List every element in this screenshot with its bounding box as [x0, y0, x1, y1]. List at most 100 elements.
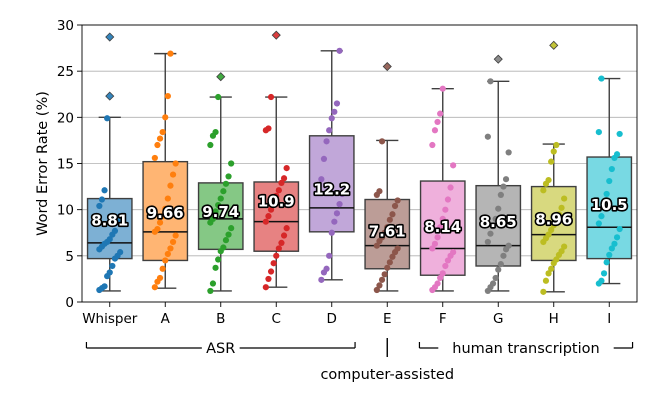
- data-point: [550, 222, 557, 229]
- data-point: [162, 205, 169, 212]
- x-tick-label: H: [549, 311, 559, 327]
- data-point: [267, 93, 275, 101]
- data-point: [172, 232, 179, 239]
- data-point: [151, 154, 158, 162]
- data-point: [109, 262, 116, 270]
- data-point: [265, 213, 272, 220]
- data-point: [267, 206, 275, 213]
- group-brackets: ASR computer-assisted human transcription: [85, 338, 634, 383]
- data-point: [154, 225, 161, 233]
- outlier-marker: [105, 91, 115, 101]
- data-point: [598, 277, 605, 284]
- data-point: [598, 213, 605, 220]
- mean-label: 9.66: [147, 204, 184, 222]
- data-point: [215, 256, 222, 263]
- data-point: [265, 125, 272, 132]
- data-point: [212, 208, 219, 215]
- data-point: [598, 75, 605, 82]
- data-point: [386, 259, 393, 266]
- mean-label: 9.74: [202, 203, 239, 221]
- mean-label: 8.65: [480, 213, 517, 231]
- data-point: [484, 133, 491, 140]
- x-axis: Whisper A B C D E F G H I: [82, 302, 611, 327]
- data-point: [606, 251, 613, 259]
- x-tick-label: G: [493, 311, 503, 327]
- data-point: [378, 138, 386, 145]
- box-H: [530, 185, 577, 262]
- data-point: [323, 138, 330, 145]
- data-point: [431, 240, 439, 247]
- data-point: [444, 196, 452, 203]
- data-point: [434, 234, 441, 241]
- data-point: [333, 100, 341, 107]
- data-point: [450, 249, 457, 256]
- data-point: [613, 151, 621, 158]
- data-point: [394, 197, 401, 204]
- mean-label: 12.2: [313, 180, 350, 198]
- data-point: [384, 224, 391, 231]
- data-point: [156, 135, 164, 142]
- data-point: [373, 286, 380, 294]
- data-point: [606, 177, 613, 185]
- outlier-marker: [216, 72, 226, 82]
- data-point: [117, 213, 124, 220]
- data-point: [96, 202, 103, 210]
- data-point: [318, 276, 325, 283]
- data-point: [548, 226, 555, 234]
- outlier-marker: [271, 30, 281, 40]
- data-point: [270, 199, 277, 206]
- y-tick-label: 25: [57, 64, 74, 80]
- box-I: [586, 156, 633, 260]
- data-point: [442, 262, 449, 270]
- data-point: [600, 270, 608, 277]
- box-G: [475, 184, 522, 267]
- data-point: [225, 231, 232, 238]
- data-point: [111, 227, 119, 235]
- data-point: [558, 248, 565, 255]
- data-point: [442, 206, 449, 213]
- data-point: [489, 280, 497, 287]
- data-point: [336, 201, 343, 208]
- data-point: [613, 234, 621, 241]
- data-point: [545, 270, 552, 277]
- data-point: [394, 245, 401, 252]
- data-point: [167, 182, 174, 189]
- group-label: ASR: [206, 341, 235, 357]
- data-point: [373, 242, 380, 249]
- data-point: [500, 252, 507, 259]
- data-point: [159, 213, 166, 220]
- data-points: [96, 47, 623, 295]
- data-point: [439, 270, 446, 277]
- data-point: [447, 184, 454, 191]
- data-point: [384, 264, 391, 271]
- mean-label: 10.9: [258, 192, 295, 210]
- group-label: computer-assisted: [320, 367, 454, 383]
- data-point: [328, 229, 335, 236]
- data-point: [217, 195, 224, 202]
- data-point: [106, 236, 113, 243]
- data-point: [495, 205, 502, 212]
- data-point: [437, 274, 444, 282]
- data-point: [600, 204, 608, 211]
- data-point: [215, 93, 222, 101]
- x-tick-label: A: [161, 311, 171, 327]
- data-point: [553, 256, 560, 263]
- data-point: [434, 280, 441, 287]
- data-point: [273, 252, 280, 259]
- data-point: [611, 240, 618, 247]
- data-point: [487, 230, 494, 237]
- data-point: [164, 250, 171, 258]
- data-point: [207, 287, 214, 295]
- mean-label: 8.96: [535, 210, 572, 228]
- outlier-marker: [105, 32, 115, 42]
- outlier-marker: [493, 54, 503, 64]
- data-point: [164, 195, 171, 202]
- data-point: [555, 211, 563, 218]
- data-point: [505, 149, 512, 156]
- data-point: [154, 141, 161, 149]
- data-point: [280, 232, 288, 239]
- x-tick-label: C: [272, 311, 281, 327]
- data-point: [389, 253, 396, 260]
- data-point: [167, 245, 174, 252]
- data-point: [209, 280, 217, 287]
